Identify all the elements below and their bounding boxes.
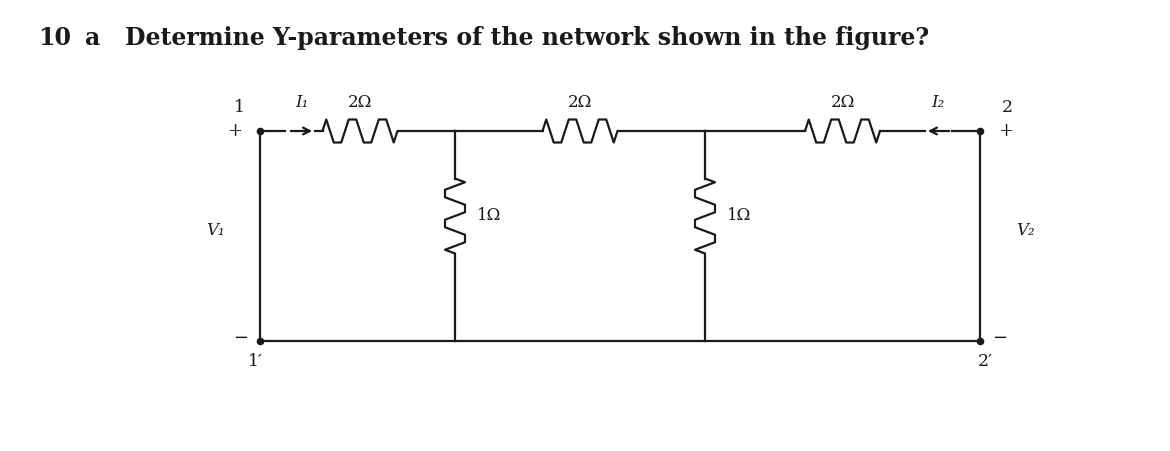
- Text: 1: 1: [234, 99, 245, 116]
- Text: 1′: 1′: [248, 353, 262, 370]
- Text: −: −: [233, 329, 248, 347]
- Text: a: a: [85, 26, 101, 50]
- Text: V₁: V₁: [206, 222, 225, 239]
- Text: I₂: I₂: [931, 94, 944, 111]
- Text: 1Ω: 1Ω: [727, 207, 751, 225]
- Text: 2Ω: 2Ω: [831, 94, 855, 111]
- Text: 2′: 2′: [977, 353, 992, 370]
- Text: −: −: [992, 329, 1007, 347]
- Text: 1Ω: 1Ω: [477, 207, 502, 225]
- Text: Determine Y-parameters of the network shown in the figure?: Determine Y-parameters of the network sh…: [125, 26, 929, 50]
- Text: 10: 10: [37, 26, 71, 50]
- Text: +: +: [227, 122, 242, 140]
- Text: +: +: [998, 122, 1013, 140]
- Text: 2Ω: 2Ω: [347, 94, 372, 111]
- Text: 2Ω: 2Ω: [567, 94, 592, 111]
- Text: I₁: I₁: [295, 94, 309, 111]
- Text: 2: 2: [1002, 99, 1013, 116]
- Text: V₂: V₂: [1016, 222, 1034, 239]
